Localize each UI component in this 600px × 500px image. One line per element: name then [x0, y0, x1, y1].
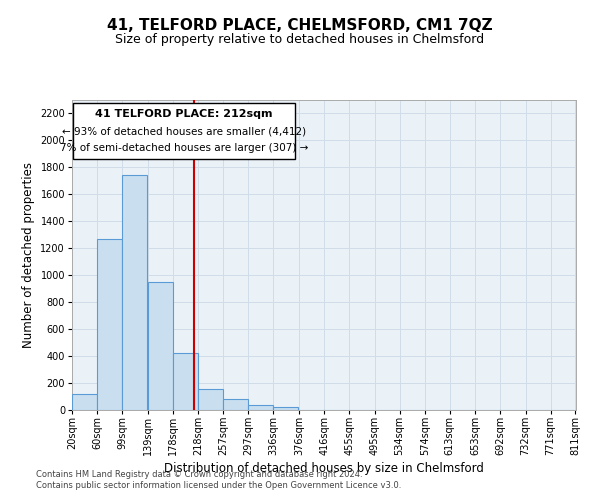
FancyBboxPatch shape [73, 102, 295, 160]
Text: Contains HM Land Registry data © Crown copyright and database right 2024.: Contains HM Land Registry data © Crown c… [36, 470, 362, 479]
Text: Size of property relative to detached houses in Chelmsford: Size of property relative to detached ho… [115, 32, 485, 46]
Bar [97, 239, 122, 410]
Bar [248, 404, 274, 410]
Bar [173, 354, 197, 410]
Text: ← 93% of detached houses are smaller (4,412): ← 93% of detached houses are smaller (4,… [62, 126, 306, 136]
Bar [198, 389, 223, 410]
Bar [148, 282, 173, 410]
Bar [72, 394, 97, 410]
Y-axis label: Number of detached properties: Number of detached properties [22, 162, 35, 348]
Text: 7% of semi-detached houses are larger (307) →: 7% of semi-detached houses are larger (3… [60, 143, 308, 153]
Bar [223, 399, 248, 410]
Bar [274, 406, 298, 410]
Bar [122, 176, 147, 410]
Text: Contains public sector information licensed under the Open Government Licence v3: Contains public sector information licen… [36, 481, 401, 490]
X-axis label: Distribution of detached houses by size in Chelmsford: Distribution of detached houses by size … [164, 462, 484, 475]
Text: 41 TELFORD PLACE: 212sqm: 41 TELFORD PLACE: 212sqm [95, 109, 273, 119]
Text: 41, TELFORD PLACE, CHELMSFORD, CM1 7QZ: 41, TELFORD PLACE, CHELMSFORD, CM1 7QZ [107, 18, 493, 32]
